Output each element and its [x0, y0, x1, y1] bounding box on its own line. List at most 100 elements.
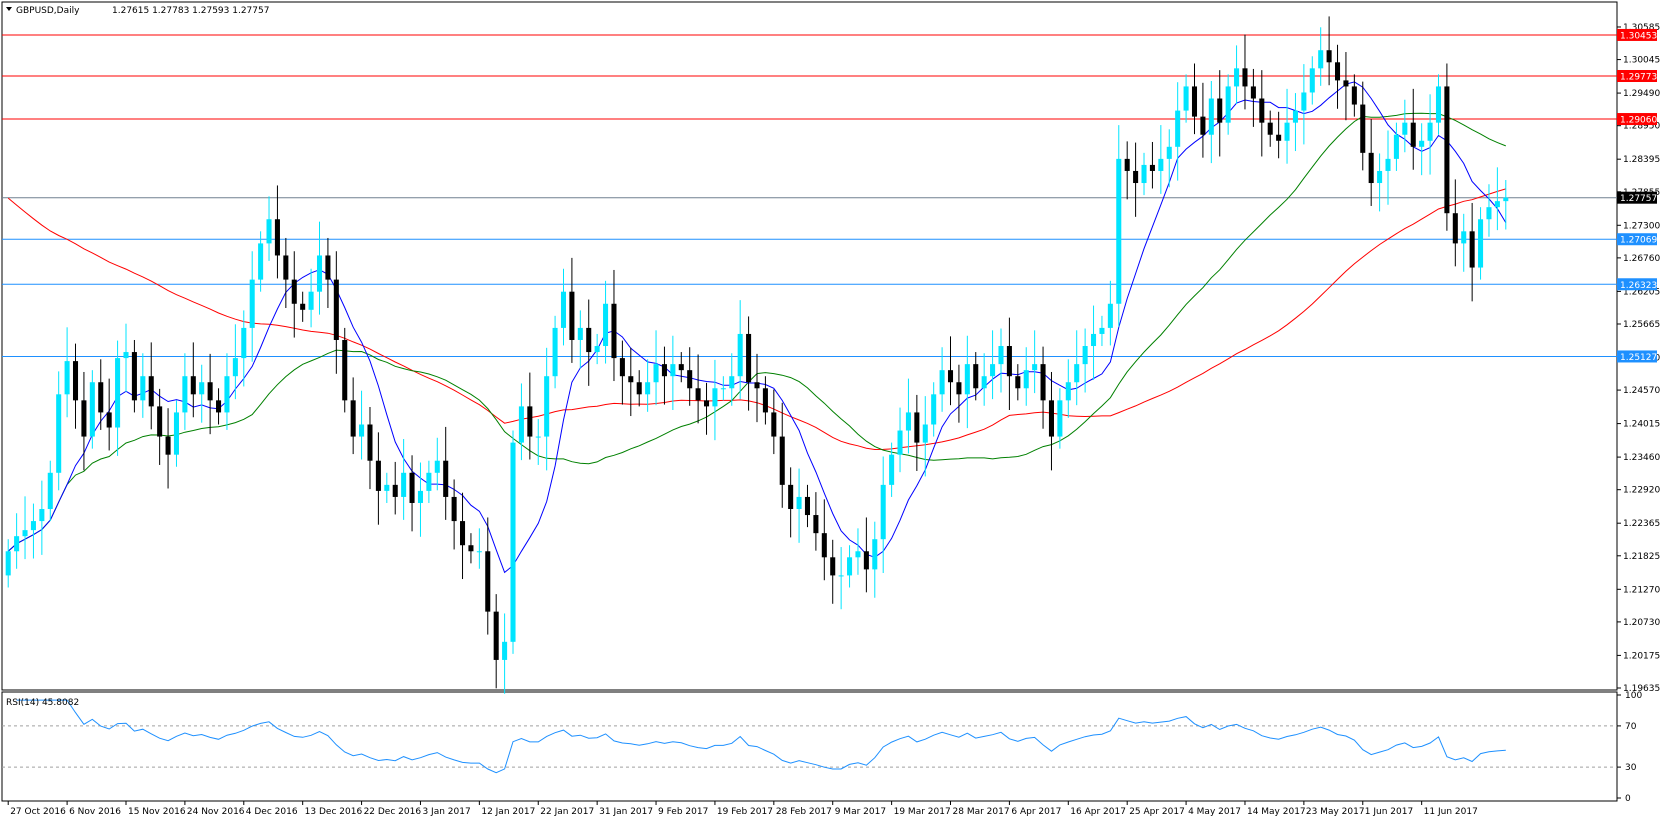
candle	[207, 353, 213, 435]
candle	[855, 528, 861, 575]
candle-body	[485, 551, 491, 612]
date-tick-label-11: 9 Feb 2017	[658, 807, 708, 817]
candle-body	[1048, 400, 1054, 437]
candle-body	[1074, 364, 1080, 383]
candle	[1082, 328, 1088, 393]
date-tick-label-22: 23 May 2017	[1306, 807, 1365, 817]
candle	[47, 460, 53, 522]
candle	[115, 340, 121, 456]
candle-body	[493, 611, 499, 660]
candle	[703, 382, 710, 435]
date-tick-label-10: 31 Jan 2017	[599, 807, 653, 817]
candle-body	[1175, 110, 1181, 147]
candle-body	[1410, 122, 1416, 147]
candle-body	[603, 303, 609, 347]
candle-body	[1032, 364, 1038, 371]
candle	[813, 492, 819, 551]
price-tick-label-17: 1.21270	[1623, 585, 1660, 595]
candle	[914, 394, 920, 471]
candle	[1494, 167, 1500, 231]
chart-symbol: GBPUSD,Daily	[16, 6, 80, 16]
candle	[720, 376, 726, 401]
candle-body	[1149, 164, 1155, 171]
candle	[1065, 359, 1071, 418]
candle	[956, 364, 962, 423]
candle	[283, 237, 289, 308]
candle-body	[544, 376, 550, 437]
candle	[182, 353, 188, 430]
candle	[1217, 70, 1223, 157]
candle	[1478, 207, 1484, 280]
candle	[552, 315, 558, 389]
candle-body	[1099, 327, 1105, 334]
candle	[1503, 180, 1509, 230]
candle-body	[754, 382, 760, 389]
candle	[56, 371, 62, 491]
level-tag-6: 1.25127	[1620, 353, 1657, 363]
candle	[140, 353, 146, 418]
candle-body	[106, 412, 112, 428]
candle-body	[1444, 86, 1450, 214]
candle-body	[619, 358, 625, 377]
candle-body	[1158, 158, 1164, 171]
candle-body	[283, 255, 289, 280]
candle	[1208, 81, 1214, 164]
candle	[695, 354, 701, 424]
candle	[1158, 125, 1164, 194]
date-tick-label-21: 14 May 2017	[1247, 807, 1306, 817]
candle-body	[1494, 201, 1500, 208]
date-tick-label-5: 13 Dec 2016	[305, 807, 363, 817]
candle	[1225, 74, 1231, 135]
ma-mid-line	[7, 112, 1506, 552]
candle	[619, 340, 625, 405]
candle-body	[426, 472, 432, 491]
candle	[981, 353, 987, 406]
candle	[645, 359, 651, 412]
candle	[586, 299, 592, 386]
candle	[350, 377, 356, 455]
date-axis: 27 Oct 2016 6 Nov 2016 15 Nov 2016 24 Nov 2…	[7, 801, 1478, 817]
candle	[224, 353, 230, 430]
candle	[249, 251, 255, 362]
candle	[190, 342, 196, 418]
candle	[1267, 110, 1273, 147]
rsi-line	[16, 699, 1506, 774]
candle	[754, 353, 760, 423]
candle	[1048, 371, 1054, 471]
candle-body	[1208, 98, 1214, 135]
candle	[1435, 74, 1442, 135]
candle-body	[594, 346, 600, 353]
level-tag-3: 1.27757	[1620, 194, 1657, 204]
candle	[1091, 305, 1097, 380]
candle-body	[64, 361, 70, 395]
candle	[544, 347, 550, 471]
chart-ohlc: 1.27615 1.27783 1.27593 1.27757	[112, 6, 269, 16]
candle-body	[1478, 219, 1484, 268]
candle-body	[720, 388, 726, 390]
candle	[451, 479, 457, 550]
candle-body	[434, 460, 440, 473]
candle	[1461, 213, 1467, 272]
collapse-triangle-icon[interactable]	[6, 7, 12, 11]
price-tick-label-1: 1.30045	[1623, 56, 1660, 66]
candle-body	[308, 291, 314, 310]
candle	[1149, 141, 1155, 189]
candle-body	[468, 545, 474, 552]
date-tick-label-13: 28 Feb 2017	[776, 807, 832, 817]
candle	[737, 300, 743, 400]
candle	[1141, 152, 1147, 196]
candle	[905, 378, 911, 454]
candle-body	[821, 533, 827, 558]
candle-body	[274, 219, 280, 256]
candle-body	[535, 436, 541, 438]
ma-fast-line	[7, 81, 1507, 574]
candle-body	[762, 388, 768, 413]
candle	[502, 613, 508, 694]
candle	[1006, 317, 1012, 411]
candle-body	[889, 454, 895, 485]
candle-body	[56, 394, 62, 473]
candle	[1419, 123, 1425, 176]
date-tick-label-8: 12 Jan 2017	[481, 807, 535, 817]
candle	[291, 251, 297, 338]
